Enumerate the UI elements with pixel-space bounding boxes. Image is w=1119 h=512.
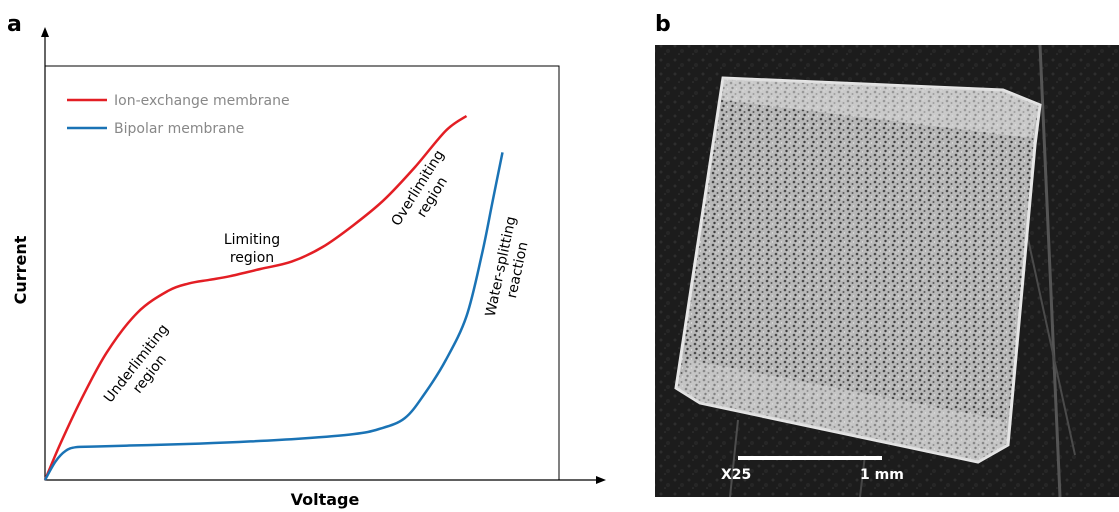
chart-a: Voltage Current Ion-exchange membrane Bi… [11, 27, 606, 509]
annotation-underlimiting: Underlimiting region [101, 321, 172, 406]
specimen-top-edge [722, 78, 1040, 138]
legend-label-bipolar: Bipolar membrane [114, 121, 244, 137]
specimen-bottom-edge [676, 360, 1008, 462]
annotation-water-splitting: Water-splitting reaction [483, 215, 532, 318]
y-axis-title: Current [11, 235, 30, 304]
x-axis-title: Voltage [291, 490, 360, 509]
magnification-label: X25 [721, 467, 751, 483]
annotation-overlimiting: Overlimiting region [388, 148, 451, 230]
series-layer [43, 114, 504, 481]
annotation-limiting-line2: region [230, 250, 274, 266]
panel-label-b: b [655, 12, 671, 37]
fiber [859, 454, 866, 497]
annotation-limiting-line1: Limiting [224, 232, 280, 248]
fiber [729, 419, 739, 497]
series-line-ion-exchange [43, 114, 468, 481]
x-axis-arrow [596, 476, 606, 484]
legend-label-ion-exchange: Ion-exchange membrane [114, 93, 290, 109]
sem-micrograph: X25 1 mm [655, 45, 1119, 497]
legend: Ion-exchange membrane Bipolar membrane [67, 93, 290, 137]
scale-bar-label: 1 mm [860, 467, 904, 483]
panel-label-a: a [7, 12, 22, 37]
y-axis-arrow [41, 27, 49, 37]
series-line-bipolar [43, 152, 504, 481]
annotation-limiting: Limiting region [224, 232, 280, 266]
fiber [1038, 45, 1062, 497]
